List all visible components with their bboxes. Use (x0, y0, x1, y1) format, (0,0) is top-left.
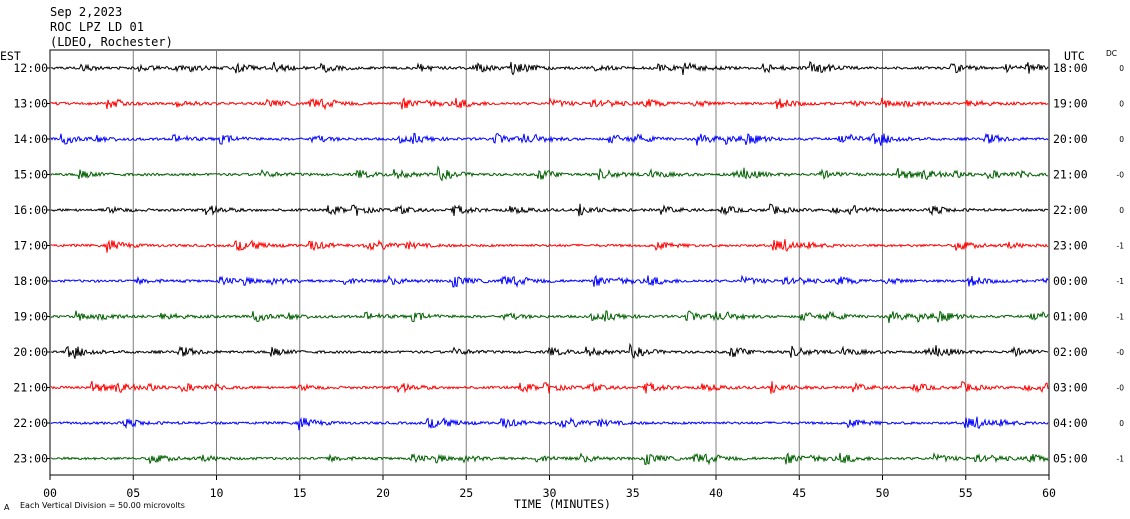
trace-2000 (50, 342, 1049, 359)
trace-1600 (50, 203, 1049, 217)
utc-time-label: 05:00 (1053, 452, 1088, 466)
trace-1700 (50, 239, 1049, 253)
dc-column-label: DC (1106, 49, 1117, 58)
x-tick-label: 60 (1042, 486, 1056, 500)
x-tick-label: 05 (126, 486, 140, 500)
x-tick-label: 30 (543, 486, 557, 500)
seismic-traces (50, 61, 1049, 466)
x-tick-label: 20 (376, 486, 390, 500)
dc-offset-value: -1 (1117, 242, 1125, 251)
dc-offset-value: 0 (1119, 64, 1124, 73)
dc-offset-value: -1 (1117, 455, 1125, 464)
est-time-label: 22:00 (13, 416, 48, 430)
est-time-label: 17:00 (13, 239, 48, 253)
trace-2100 (50, 380, 1049, 394)
trace-2200 (50, 416, 1049, 431)
est-axis-label: EST (0, 49, 21, 63)
utc-time-label: 01:00 (1053, 310, 1088, 324)
utc-time-label: 19:00 (1053, 97, 1088, 111)
trace-1900 (50, 310, 1049, 324)
plot-grid (47, 49, 1050, 480)
est-time-label: 21:00 (13, 381, 48, 395)
trace-1800 (50, 274, 1049, 288)
est-time-label: 13:00 (13, 97, 48, 111)
utc-time-label: 02:00 (1053, 345, 1088, 359)
utc-time-label: 22:00 (1053, 203, 1088, 217)
x-tick-label: 00 (43, 486, 57, 500)
trace-1300 (50, 97, 1049, 111)
utc-time-label: 00:00 (1053, 274, 1088, 288)
utc-time-label: 20:00 (1053, 132, 1088, 146)
est-time-label: 16:00 (13, 203, 48, 217)
corner-mark: A (4, 503, 10, 512)
utc-time-label: 04:00 (1053, 416, 1088, 430)
utc-axis-label: UTC (1064, 49, 1085, 63)
dc-offset-value: 0 (1119, 100, 1124, 109)
plot-date: Sep 2,2023 (50, 5, 123, 19)
x-tick-label: 50 (876, 486, 890, 500)
network-name: (LDEO, Rochester) (50, 35, 173, 49)
x-tick-label: 15 (293, 486, 307, 500)
est-time-label: 12:00 (13, 61, 48, 75)
x-tick-label: 35 (626, 486, 640, 500)
trace-1500 (50, 165, 1049, 182)
x-tick-label: 25 (459, 486, 473, 500)
x-tick-label: 10 (210, 486, 224, 500)
dc-offset-value: 0 (1119, 419, 1124, 428)
x-tick-label: 45 (792, 486, 806, 500)
utc-time-label: 18:00 (1053, 61, 1088, 75)
station-name: ROC LPZ LD 01 (50, 20, 144, 34)
dc-offset-value: 0 (1119, 206, 1124, 215)
x-tick-label: 40 (709, 486, 723, 500)
trace-1200 (50, 61, 1049, 76)
dc-offset-value: -0 (1117, 348, 1125, 357)
utc-time-label: 21:00 (1053, 168, 1088, 182)
dc-offset-value: -0 (1117, 384, 1125, 393)
utc-time-label: 23:00 (1053, 239, 1088, 253)
vertical-scale-note: Each Vertical Division = 50.00 microvolt… (20, 501, 185, 510)
trace-1400 (50, 132, 1049, 146)
est-time-label: 15:00 (13, 168, 48, 182)
trace-2300 (50, 452, 1049, 466)
dc-offset-value: 0 (1119, 135, 1124, 144)
x-tick-label: 55 (959, 486, 973, 500)
dc-offset-value: -1 (1117, 277, 1125, 286)
est-time-label: 14:00 (13, 132, 48, 146)
utc-time-label: 03:00 (1053, 381, 1088, 395)
est-time-label: 18:00 (13, 274, 48, 288)
dc-offset-value: -1 (1117, 313, 1125, 322)
est-time-label: 23:00 (13, 452, 48, 466)
est-time-label: 19:00 (13, 310, 48, 324)
est-time-label: 20:00 (13, 345, 48, 359)
x-axis-title: TIME (MINUTES) (514, 497, 611, 511)
dc-offset-value: -0 (1117, 171, 1125, 180)
